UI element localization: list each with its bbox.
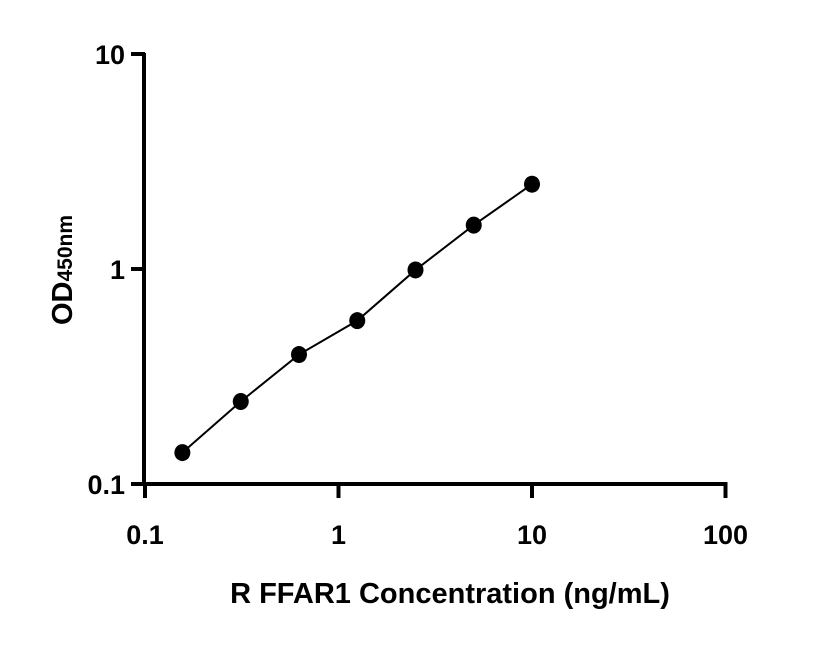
y-axis-label-main: OD bbox=[47, 282, 79, 326]
y-axis-label: OD450nm bbox=[47, 215, 79, 325]
axes bbox=[142, 53, 728, 486]
y-tick-label: 10 bbox=[95, 40, 125, 70]
x-axis-label: R FFAR1 Concentration (ng/mL) bbox=[230, 578, 670, 610]
x-tick-label: 10 bbox=[517, 520, 547, 550]
x-tick-label: 100 bbox=[703, 520, 748, 550]
x-tick-label: 0.1 bbox=[126, 520, 164, 550]
data-point bbox=[291, 346, 308, 364]
series bbox=[174, 175, 540, 462]
data-point bbox=[407, 261, 424, 279]
y-tick-label: 1 bbox=[110, 255, 125, 285]
data-point bbox=[465, 216, 482, 234]
ticks: 0.1 1 10 100 0.1 1 10 bbox=[87, 40, 748, 550]
data-point bbox=[524, 175, 540, 193]
data-point bbox=[232, 392, 249, 410]
x-tick-label: 1 bbox=[331, 520, 346, 550]
data-point bbox=[349, 312, 366, 330]
y-tick-label: 0.1 bbox=[87, 470, 125, 500]
y-axis-label-subscript: 450nm bbox=[54, 215, 77, 282]
data-point bbox=[174, 444, 191, 462]
